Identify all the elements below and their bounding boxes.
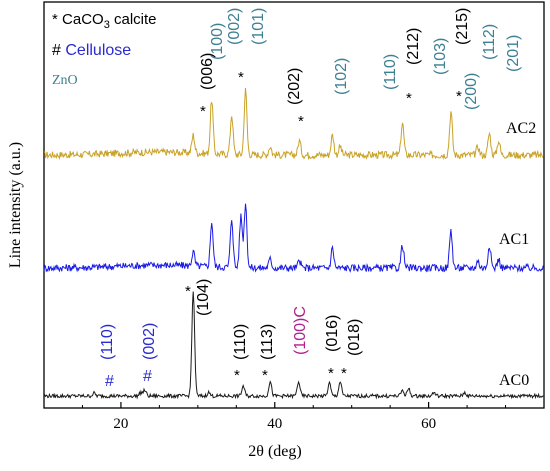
calcite-marker: * [406, 90, 412, 107]
peak-label-ac2-110: (110) [382, 54, 399, 90]
peak-label-ac2-103: (103) [432, 38, 449, 75]
legend-calcite: * CaCO3 calcite [52, 11, 157, 31]
x-tick-label: 20 [113, 416, 128, 432]
peak-label-ac0-113: (113) [259, 324, 276, 360]
calcite-marker: * [238, 69, 244, 86]
calcite-marker: * [328, 365, 334, 382]
peak-label-ac2-006: (006) [199, 53, 216, 90]
calcite-marker: * [185, 283, 191, 300]
peak-label-ac0-110: (110) [99, 324, 116, 360]
peak-label-ac2-200: (200) [463, 73, 480, 110]
legend: * CaCO3 calcite # Cellulose ZnO [52, 11, 157, 88]
calcite-marker: * [234, 367, 240, 384]
peak-label-ac0-002: (002) [141, 323, 158, 360]
x-axis-label: 2θ (deg) [248, 443, 301, 460]
peak-markers: * * * * * * * * * * # # [105, 69, 462, 390]
peak-label-ac0-018: (018) [346, 319, 363, 356]
series-line-ac1 [43, 203, 544, 273]
peak-annotations: (006)(100) (002) (101)(202) (102) (110)(212)… [99, 8, 522, 360]
legend-zno: ZnO [52, 73, 78, 88]
peak-label-ac0-110c: (110) [232, 324, 249, 360]
calcite-marker: * [262, 367, 268, 384]
x-tick-label: 40 [267, 416, 282, 432]
cellulose-marker: # [105, 373, 114, 390]
x-tick-label: 60 [421, 416, 436, 432]
peak-label-ac0-104: (104) [195, 279, 212, 316]
peak-label-ac2-201: (201) [505, 35, 522, 72]
plot-frame [43, 1, 545, 409]
y-axis-label: Line intensity (a.u.) [7, 142, 24, 268]
series-name-ac0: AC0 [499, 372, 529, 389]
calcite-marker: * [341, 365, 347, 382]
series-name-ac2: AC2 [506, 120, 536, 137]
calcite-marker: * [200, 103, 206, 120]
peak-label-ac2-202: (202) [286, 68, 303, 105]
series-line-ac0 [43, 291, 544, 400]
peak-label-ac2-101: (101) [250, 8, 267, 45]
legend-cellulose: # Cellulose [52, 42, 131, 59]
peak-label-ac2-215: (215) [454, 8, 471, 45]
series-line-ac2 [43, 87, 544, 161]
calcite-marker: * [298, 113, 304, 130]
peak-label-ac2-212: (212) [405, 28, 422, 65]
series-layer [43, 87, 544, 400]
cellulose-marker: # [143, 368, 152, 385]
peak-label-ac2-112: (112) [481, 24, 498, 60]
calcite-marker: * [456, 88, 462, 105]
x-axis-ticks: 20 40 60 [43, 402, 545, 432]
series-name-ac1: AC1 [499, 231, 529, 248]
peak-label-ac2-002: (002) [226, 8, 243, 45]
peak-label-ac2-102: (102) [333, 58, 350, 95]
peak-label-ac0-016: (016) [324, 315, 341, 352]
peak-label-ac0-100c: (100)C [292, 306, 309, 355]
peak-label-ac2-100: (100) [209, 23, 226, 60]
